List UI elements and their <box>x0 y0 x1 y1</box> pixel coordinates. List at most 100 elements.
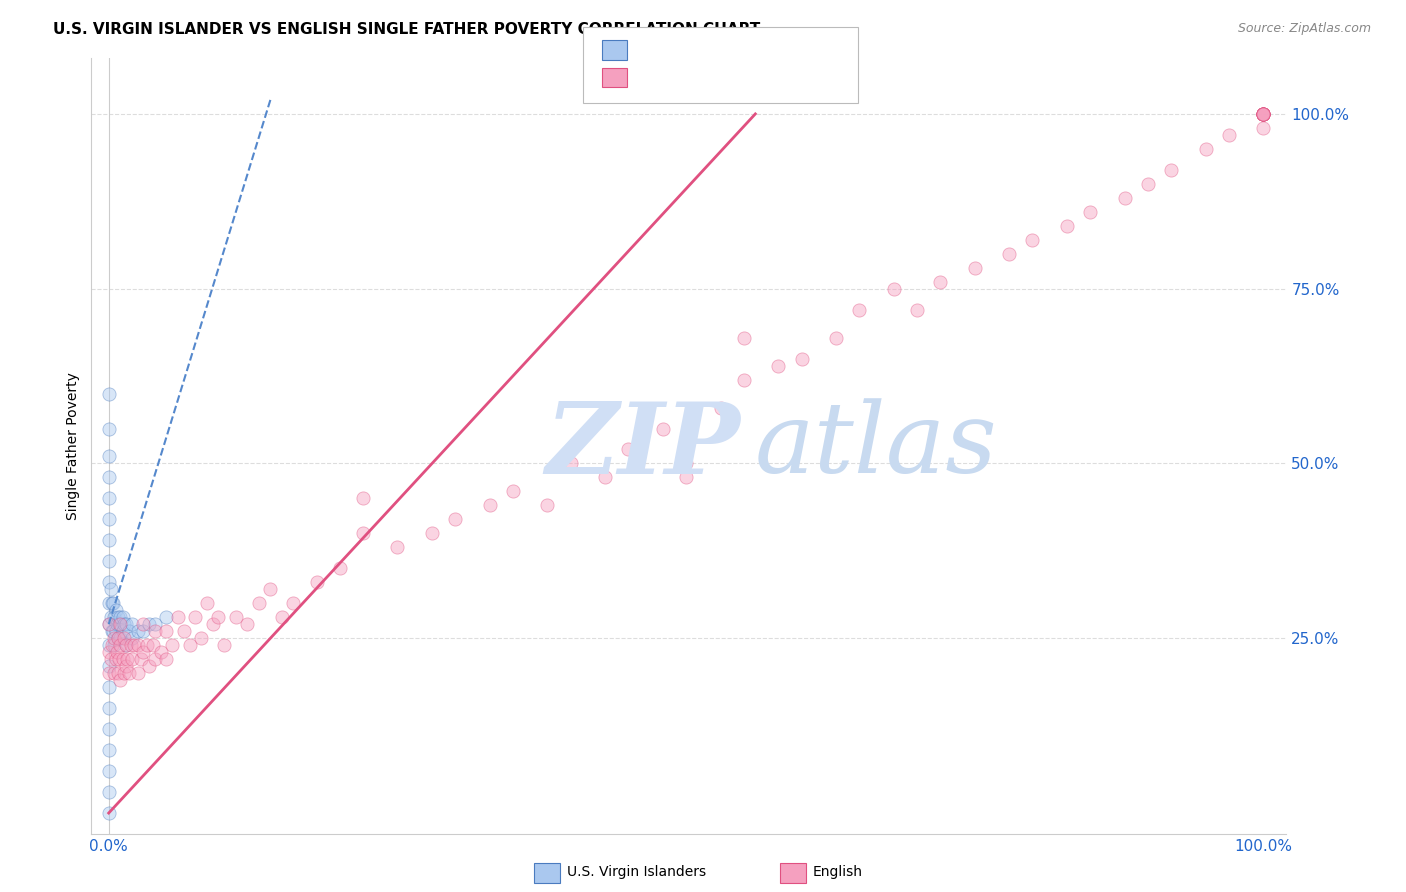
Point <box>103 632 125 646</box>
Point <box>97 617 120 632</box>
Point <box>1253 107 1275 121</box>
Point <box>121 617 143 632</box>
Point <box>155 652 177 666</box>
Point <box>160 638 183 652</box>
Point <box>143 624 166 639</box>
Point <box>1253 107 1275 121</box>
Point <box>110 673 132 688</box>
Point <box>97 421 120 435</box>
Point <box>127 624 149 639</box>
Point <box>207 610 229 624</box>
Point <box>283 596 305 610</box>
Point <box>97 764 120 778</box>
Point <box>127 638 149 652</box>
Point <box>115 638 138 652</box>
Point <box>444 512 467 526</box>
Point <box>1253 107 1275 121</box>
Point <box>97 386 120 401</box>
Point <box>107 632 129 646</box>
Point <box>107 666 129 681</box>
Point <box>122 638 145 652</box>
Point <box>138 659 160 673</box>
Text: 101: 101 <box>772 71 803 86</box>
Point <box>929 275 952 289</box>
Point <box>271 610 294 624</box>
Point <box>733 373 755 387</box>
Point <box>710 401 733 415</box>
Point <box>167 610 190 624</box>
Text: N =: N = <box>741 43 775 57</box>
Point <box>143 652 166 666</box>
Point <box>97 512 120 526</box>
Point <box>100 582 122 597</box>
Point <box>97 470 120 484</box>
Point <box>768 359 790 373</box>
Text: U.S. Virgin Islanders: U.S. Virgin Islanders <box>567 865 706 880</box>
Text: N =: N = <box>741 71 775 86</box>
Point <box>675 457 697 471</box>
Point <box>190 632 212 646</box>
Point <box>201 617 224 632</box>
Point <box>1136 177 1159 191</box>
Point <box>97 638 120 652</box>
Point <box>387 541 409 555</box>
Point <box>1253 107 1275 121</box>
Text: R = 0.751: R = 0.751 <box>636 71 711 86</box>
Point <box>132 624 155 639</box>
Point <box>115 659 138 673</box>
Point <box>103 624 125 639</box>
Point <box>149 645 172 659</box>
Point <box>97 533 120 548</box>
Point <box>127 666 149 681</box>
Point <box>103 666 125 681</box>
Point <box>101 624 124 639</box>
Point <box>97 645 120 659</box>
Point <box>825 331 848 345</box>
Point <box>104 624 127 639</box>
Point <box>1078 204 1101 219</box>
Point <box>120 638 142 652</box>
Point <box>110 617 132 632</box>
Text: R = 0.123: R = 0.123 <box>636 43 711 57</box>
Point <box>104 603 127 617</box>
Point <box>1218 128 1240 142</box>
Text: English: English <box>813 865 863 880</box>
Point <box>1253 107 1275 121</box>
Point <box>135 638 157 652</box>
Point <box>142 638 165 652</box>
Point <box>1160 162 1182 177</box>
Point <box>1195 142 1218 156</box>
Point <box>100 652 122 666</box>
Point <box>112 632 135 646</box>
Point <box>121 632 143 646</box>
Point <box>848 302 870 317</box>
Point <box>132 645 155 659</box>
Point <box>118 666 141 681</box>
Point <box>129 652 152 666</box>
Point <box>236 617 259 632</box>
Point <box>502 484 524 499</box>
Point <box>173 624 195 639</box>
Point <box>420 526 443 541</box>
Point <box>143 617 166 632</box>
Point <box>352 491 374 506</box>
Point <box>97 450 120 464</box>
Point <box>1056 219 1078 233</box>
Point <box>259 582 281 597</box>
Point <box>905 302 928 317</box>
Point <box>97 743 120 757</box>
Point <box>105 617 128 632</box>
Point <box>112 666 135 681</box>
Point <box>97 659 120 673</box>
Point <box>108 652 131 666</box>
Point <box>111 652 134 666</box>
Point <box>111 624 134 639</box>
Point <box>110 632 132 646</box>
Point <box>107 610 129 624</box>
Point <box>97 491 120 506</box>
Text: U.S. VIRGIN ISLANDER VS ENGLISH SINGLE FATHER POVERTY CORRELATION CHART: U.S. VIRGIN ISLANDER VS ENGLISH SINGLE F… <box>53 22 761 37</box>
Point <box>97 805 120 820</box>
Point <box>790 351 813 366</box>
Point <box>1253 120 1275 135</box>
Point <box>305 575 328 590</box>
